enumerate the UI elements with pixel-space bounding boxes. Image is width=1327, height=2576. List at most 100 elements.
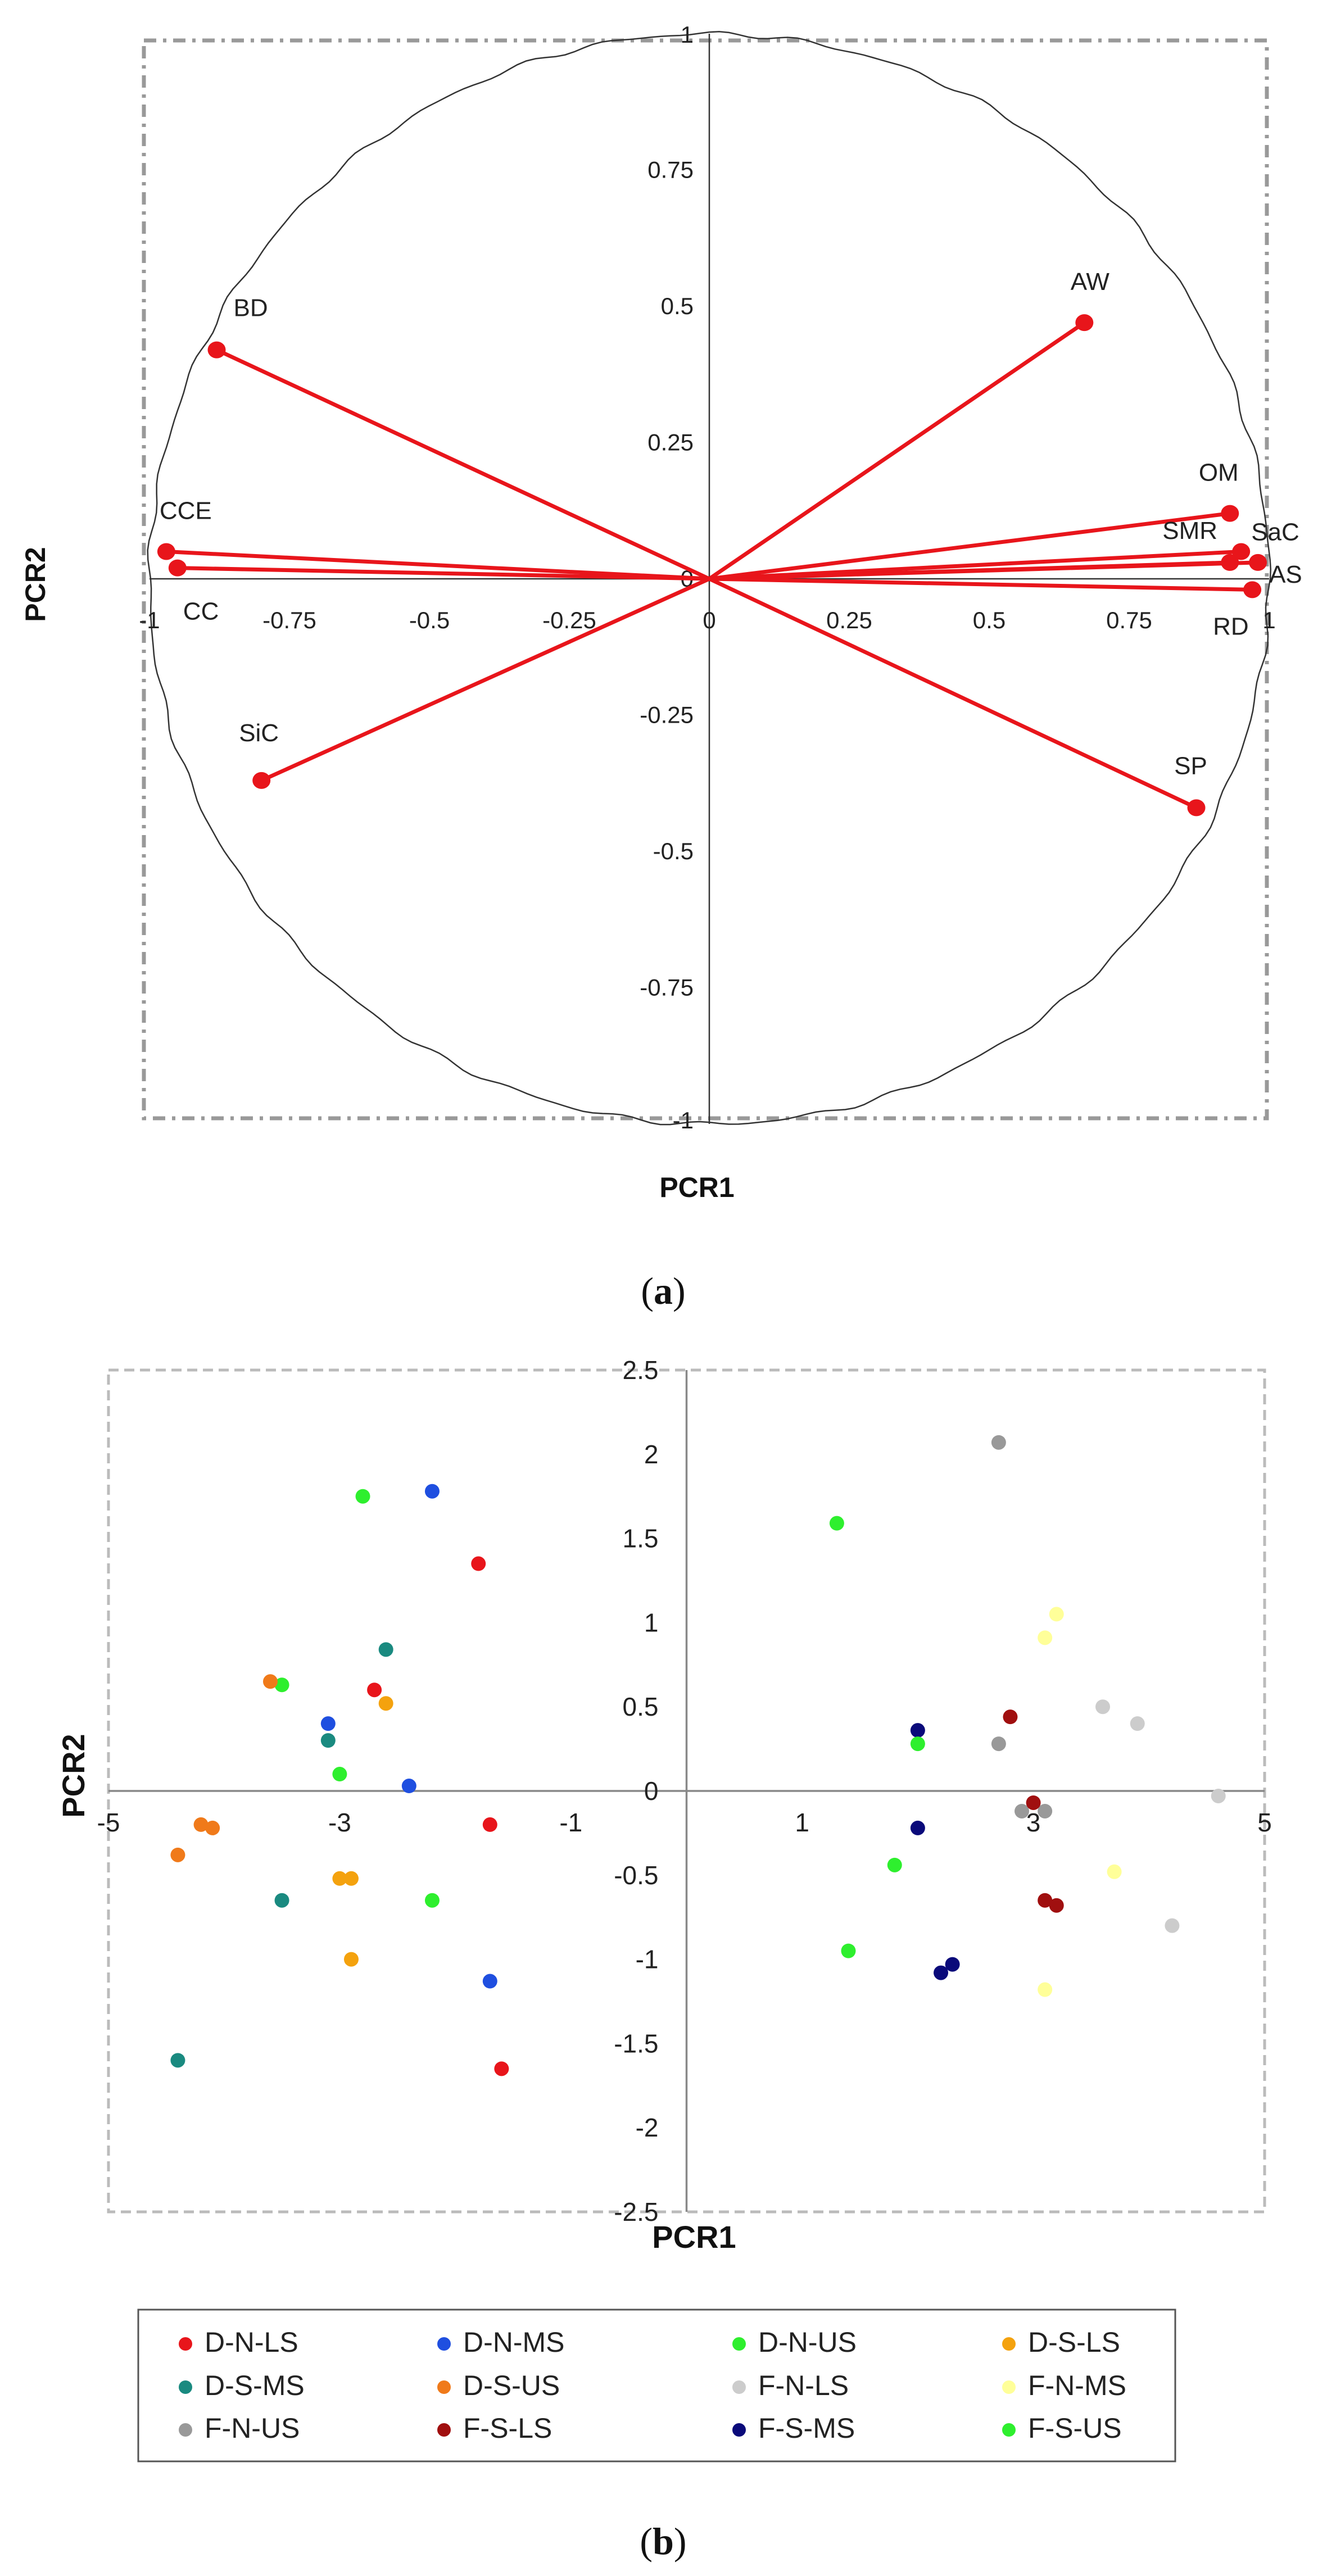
legend-item-f-s-ls: F-S-LS [437,2412,552,2444]
legend-label: D-N-US [758,2326,857,2358]
x-tick-label: 0.5 [973,607,1006,633]
x-tick-label: 0.25 [826,607,872,633]
vector-endpoint [1249,554,1267,571]
point-d-n-us [332,1767,347,1782]
point-f-n-ls [1211,1788,1226,1803]
point-d-n-ms [482,1974,497,1989]
point-f-s-ls [1026,1795,1041,1810]
point-f-n-ms [1038,1982,1053,1997]
point-f-s-us [841,1943,856,1958]
point-f-n-ms [1038,1630,1053,1645]
point-d-n-us [424,1893,440,1908]
legend-marker [732,2337,746,2351]
y-tick-label: -1.5 [614,2029,658,2058]
vector-endpoint [1232,543,1251,560]
point-f-s-ms [934,1965,949,1980]
x-tick-label: -0.5 [409,607,450,633]
y-tick-labels-b: 2.5 2 1.5 1 0.5 0 -0.5 -1 -1.5 -2 -2.5 [614,1355,658,2226]
legend-item-d-s-ls: D-S-LS [1002,2326,1120,2358]
point-f-n-ls [1095,1699,1111,1715]
x-tick-label: 1 [795,1808,809,1837]
point-d-s-ls [343,1952,359,1967]
point-f-s-ls [1038,1893,1053,1908]
point-d-n-us [355,1489,370,1504]
point-d-n-ls [482,1817,497,1832]
point-d-s-us [193,1817,209,1832]
point-f-s-ms [910,1723,925,1738]
legend-marker [1002,2380,1016,2394]
point-d-s-us [262,1674,278,1689]
vector-label: RD [1213,613,1249,640]
point-f-s-ms [910,1820,925,1835]
legend-marker [437,2423,451,2437]
x-tick-label: 0.75 [1106,607,1152,633]
point-d-s-ms [170,2053,185,2068]
point-f-n-ms [1049,1607,1064,1622]
vector-endpoint [157,543,175,560]
vector-label: SP [1174,752,1207,779]
x-tick-label: -5 [97,1808,120,1837]
vector-line [709,577,1253,592]
variable-vectors: BD CCE CC SiC AW OM SaC SMR AS RD SP [157,268,1302,817]
x-tick-label: -3 [328,1808,351,1837]
x-tick-label: -1 [139,607,160,633]
legend-item-d-s-ms: D-S-MS [179,2370,305,2401]
correlation-circle-panel: 1 0.75 0.5 0.25 0 -0.25 -0.5 -0.75 -1 -1 -0.75 -0.… [20,21,1302,1312]
legend-label: F-N-MS [1028,2370,1126,2401]
y-tick-label: 0 [644,1776,659,1806]
panel-b-x-axis-title: PCR1 [652,2219,736,2255]
y-tick-label: -0.75 [640,974,694,1001]
legend-label: F-N-LS [758,2370,849,2401]
x-tick-label: 1 [1262,607,1275,633]
legend-label: D-S-MS [205,2370,305,2401]
vector-line [166,550,710,581]
y-tick-label: -0.5 [653,838,694,864]
vector-line [708,321,1086,580]
legend-label: D-S-US [463,2370,560,2401]
point-f-n-ls [1130,1716,1145,1731]
point-d-s-us [170,1847,185,1862]
vector-line [709,511,1230,581]
legend-label: D-N-LS [205,2326,298,2358]
vector-endpoint [168,559,187,577]
panel-a-frame [142,38,1269,1121]
legend-label: F-N-US [205,2412,300,2444]
y-tick-label: 0.75 [647,157,694,183]
legend: D-N-LS D-N-MS D-N-US D-S-LS D-S-MS D-S-US F-N-… [137,2309,1176,2462]
point-d-n-ms [320,1716,336,1731]
point-f-s-ls [1003,1709,1018,1725]
score-points [170,1435,1226,2076]
legend-marker [1002,2423,1016,2437]
point-f-s-us [887,1857,902,1872]
point-f-n-ms [1107,1864,1122,1879]
x-tick-label: -1 [559,1808,582,1837]
legend-item-d-n-ls: D-N-LS [179,2326,298,2358]
point-f-s-ls [1049,1898,1064,1913]
legend-marker [179,2337,192,2351]
point-d-s-ms [274,1893,289,1908]
y-tick-label: 1 [644,1608,659,1637]
point-d-s-ls [343,1871,359,1886]
legend-marker [179,2380,192,2394]
y-tick-label: -0.5 [614,1861,658,1890]
point-f-n-us [1015,1803,1030,1818]
vector-label: CCE [160,497,212,525]
point-d-n-ls [471,1556,486,1571]
vector-label: SaC [1251,519,1299,546]
panel-a-y-axis-title: PCR2 [20,547,51,622]
point-d-s-ls [332,1871,347,1886]
vector-line [216,348,710,581]
y-tick-label: 0.25 [647,429,694,456]
point-d-n-ls [494,2061,509,2076]
vector-label: AS [1269,561,1302,588]
legend-item-d-s-us: D-S-US [437,2370,560,2401]
point-f-n-ls [1165,1918,1180,1933]
legend-label: F-S-LS [463,2412,552,2444]
point-f-s-ms [945,1957,960,1972]
point-d-n-ms [424,1484,440,1499]
legend-label: D-S-LS [1028,2326,1120,2358]
legend-item-f-n-us: F-N-US [179,2412,300,2444]
vector-endpoint [1075,314,1094,332]
y-tick-label: 1.5 [623,1524,659,1553]
